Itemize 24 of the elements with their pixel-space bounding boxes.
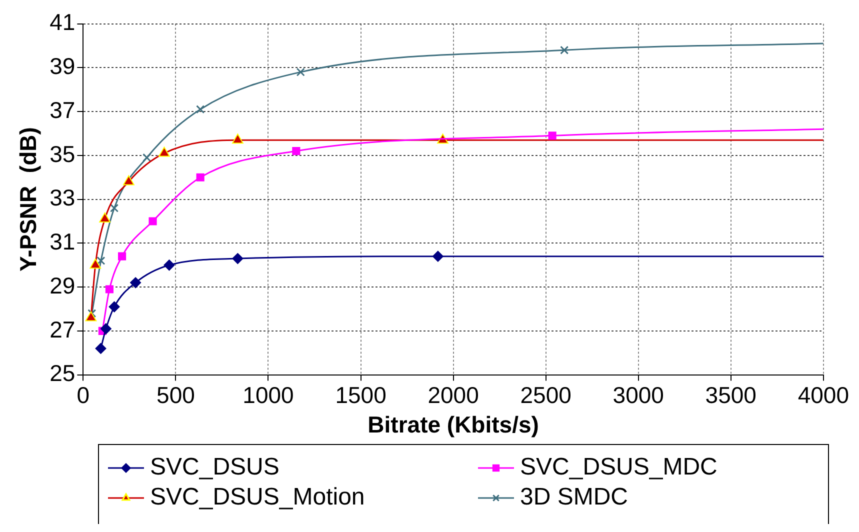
y-tick-label: 37 [50, 96, 76, 123]
x-tick-label: 1500 [335, 382, 386, 408]
x-tick-label: 0 [76, 382, 90, 408]
y-tick-label: 35 [50, 140, 76, 167]
x-tick-label: 4000 [798, 382, 850, 408]
x-tick-label: 2500 [520, 382, 572, 408]
legend-label: SVC_DSUS [150, 454, 280, 481]
y-tick-label: 33 [50, 184, 76, 211]
x-tick-label: 3500 [705, 382, 756, 408]
y-tick-label: 39 [50, 53, 76, 80]
x-tick-label: 3000 [612, 382, 664, 408]
y-tick-label: 29 [50, 272, 76, 298]
x-tick-label: 500 [156, 382, 195, 408]
y-tick-label: 25 [50, 360, 76, 386]
y-tick-label: 27 [50, 316, 76, 342]
x-axis-title: Bitrate (Kbits/s) [368, 412, 539, 438]
x-tick-label: 1000 [242, 382, 294, 408]
y-tick-label: 41 [50, 9, 76, 36]
x-tick-label: 2000 [428, 382, 479, 408]
y-tick-label: 31 [50, 228, 76, 255]
legend-label: SVC_DSUS_Motion [150, 484, 365, 511]
y-axis-title: Y-PSNR (dB) [15, 127, 42, 272]
legend-label: 3D SMDC [520, 484, 628, 511]
legend-label: SVC_DSUS_MDC [520, 454, 718, 481]
